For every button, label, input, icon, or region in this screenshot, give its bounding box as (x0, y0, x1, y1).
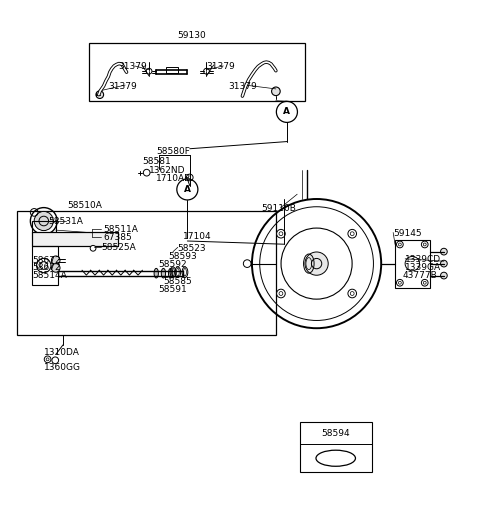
Circle shape (96, 91, 104, 98)
Circle shape (52, 357, 59, 364)
Text: 31379: 31379 (206, 62, 235, 71)
Circle shape (272, 87, 280, 96)
Text: 1339CD: 1339CD (405, 255, 441, 264)
Circle shape (421, 279, 428, 286)
Text: 58525A: 58525A (101, 243, 136, 252)
Bar (32, 221, 56, 234)
Circle shape (305, 252, 328, 275)
Circle shape (441, 272, 447, 279)
Bar (395, 240, 430, 287)
Text: 1310DA: 1310DA (44, 347, 80, 356)
Text: 59130: 59130 (177, 31, 206, 40)
Text: 58514A: 58514A (32, 271, 67, 280)
Circle shape (51, 264, 60, 272)
Circle shape (421, 241, 428, 248)
Text: 1339GA: 1339GA (405, 263, 441, 272)
Bar (32, 246, 58, 285)
Text: 67385: 67385 (104, 233, 132, 242)
Text: 59110B: 59110B (262, 204, 297, 213)
Text: 58531A: 58531A (48, 218, 84, 227)
Text: 58591: 58591 (158, 286, 187, 294)
Text: 58672: 58672 (32, 263, 60, 272)
Bar (32, 232, 118, 246)
Ellipse shape (154, 268, 158, 278)
Bar (300, 421, 372, 472)
Circle shape (396, 241, 403, 248)
Circle shape (276, 289, 285, 298)
Text: 17104: 17104 (182, 232, 211, 241)
Text: 1710AB: 1710AB (156, 174, 192, 184)
Circle shape (51, 256, 60, 264)
Circle shape (348, 289, 357, 298)
Circle shape (34, 211, 53, 230)
Bar (166, 67, 178, 73)
Text: 58594: 58594 (322, 429, 350, 438)
Circle shape (276, 229, 285, 238)
Circle shape (186, 174, 193, 181)
Text: 31379: 31379 (108, 81, 137, 90)
Text: 43777B: 43777B (403, 271, 437, 280)
Text: 58672: 58672 (32, 256, 60, 265)
Text: 58580F: 58580F (156, 147, 190, 156)
Text: 58581: 58581 (142, 157, 170, 166)
Ellipse shape (168, 268, 173, 278)
Bar (32, 232, 118, 246)
Circle shape (36, 259, 51, 273)
Text: 58592: 58592 (158, 260, 187, 269)
Text: 58523: 58523 (178, 244, 206, 253)
Circle shape (243, 260, 251, 268)
Ellipse shape (161, 268, 166, 278)
Circle shape (396, 279, 403, 286)
Text: 1362ND: 1362ND (149, 166, 186, 175)
Circle shape (144, 169, 150, 176)
Circle shape (441, 248, 447, 255)
Circle shape (348, 229, 357, 238)
Bar (17, 211, 276, 335)
Circle shape (441, 260, 447, 267)
Text: 58510A: 58510A (68, 201, 103, 210)
Circle shape (44, 356, 51, 363)
Text: 59145: 59145 (393, 229, 422, 238)
Text: 31379: 31379 (118, 62, 147, 71)
Text: 58593: 58593 (168, 252, 197, 261)
Text: 58511A: 58511A (104, 225, 138, 234)
Text: 58585: 58585 (163, 277, 192, 286)
Text: 31379: 31379 (228, 81, 257, 90)
Text: A: A (184, 185, 191, 194)
Text: A: A (283, 107, 290, 117)
Text: 1360GG: 1360GG (44, 363, 81, 372)
Bar (89, 44, 305, 101)
Circle shape (90, 245, 96, 251)
